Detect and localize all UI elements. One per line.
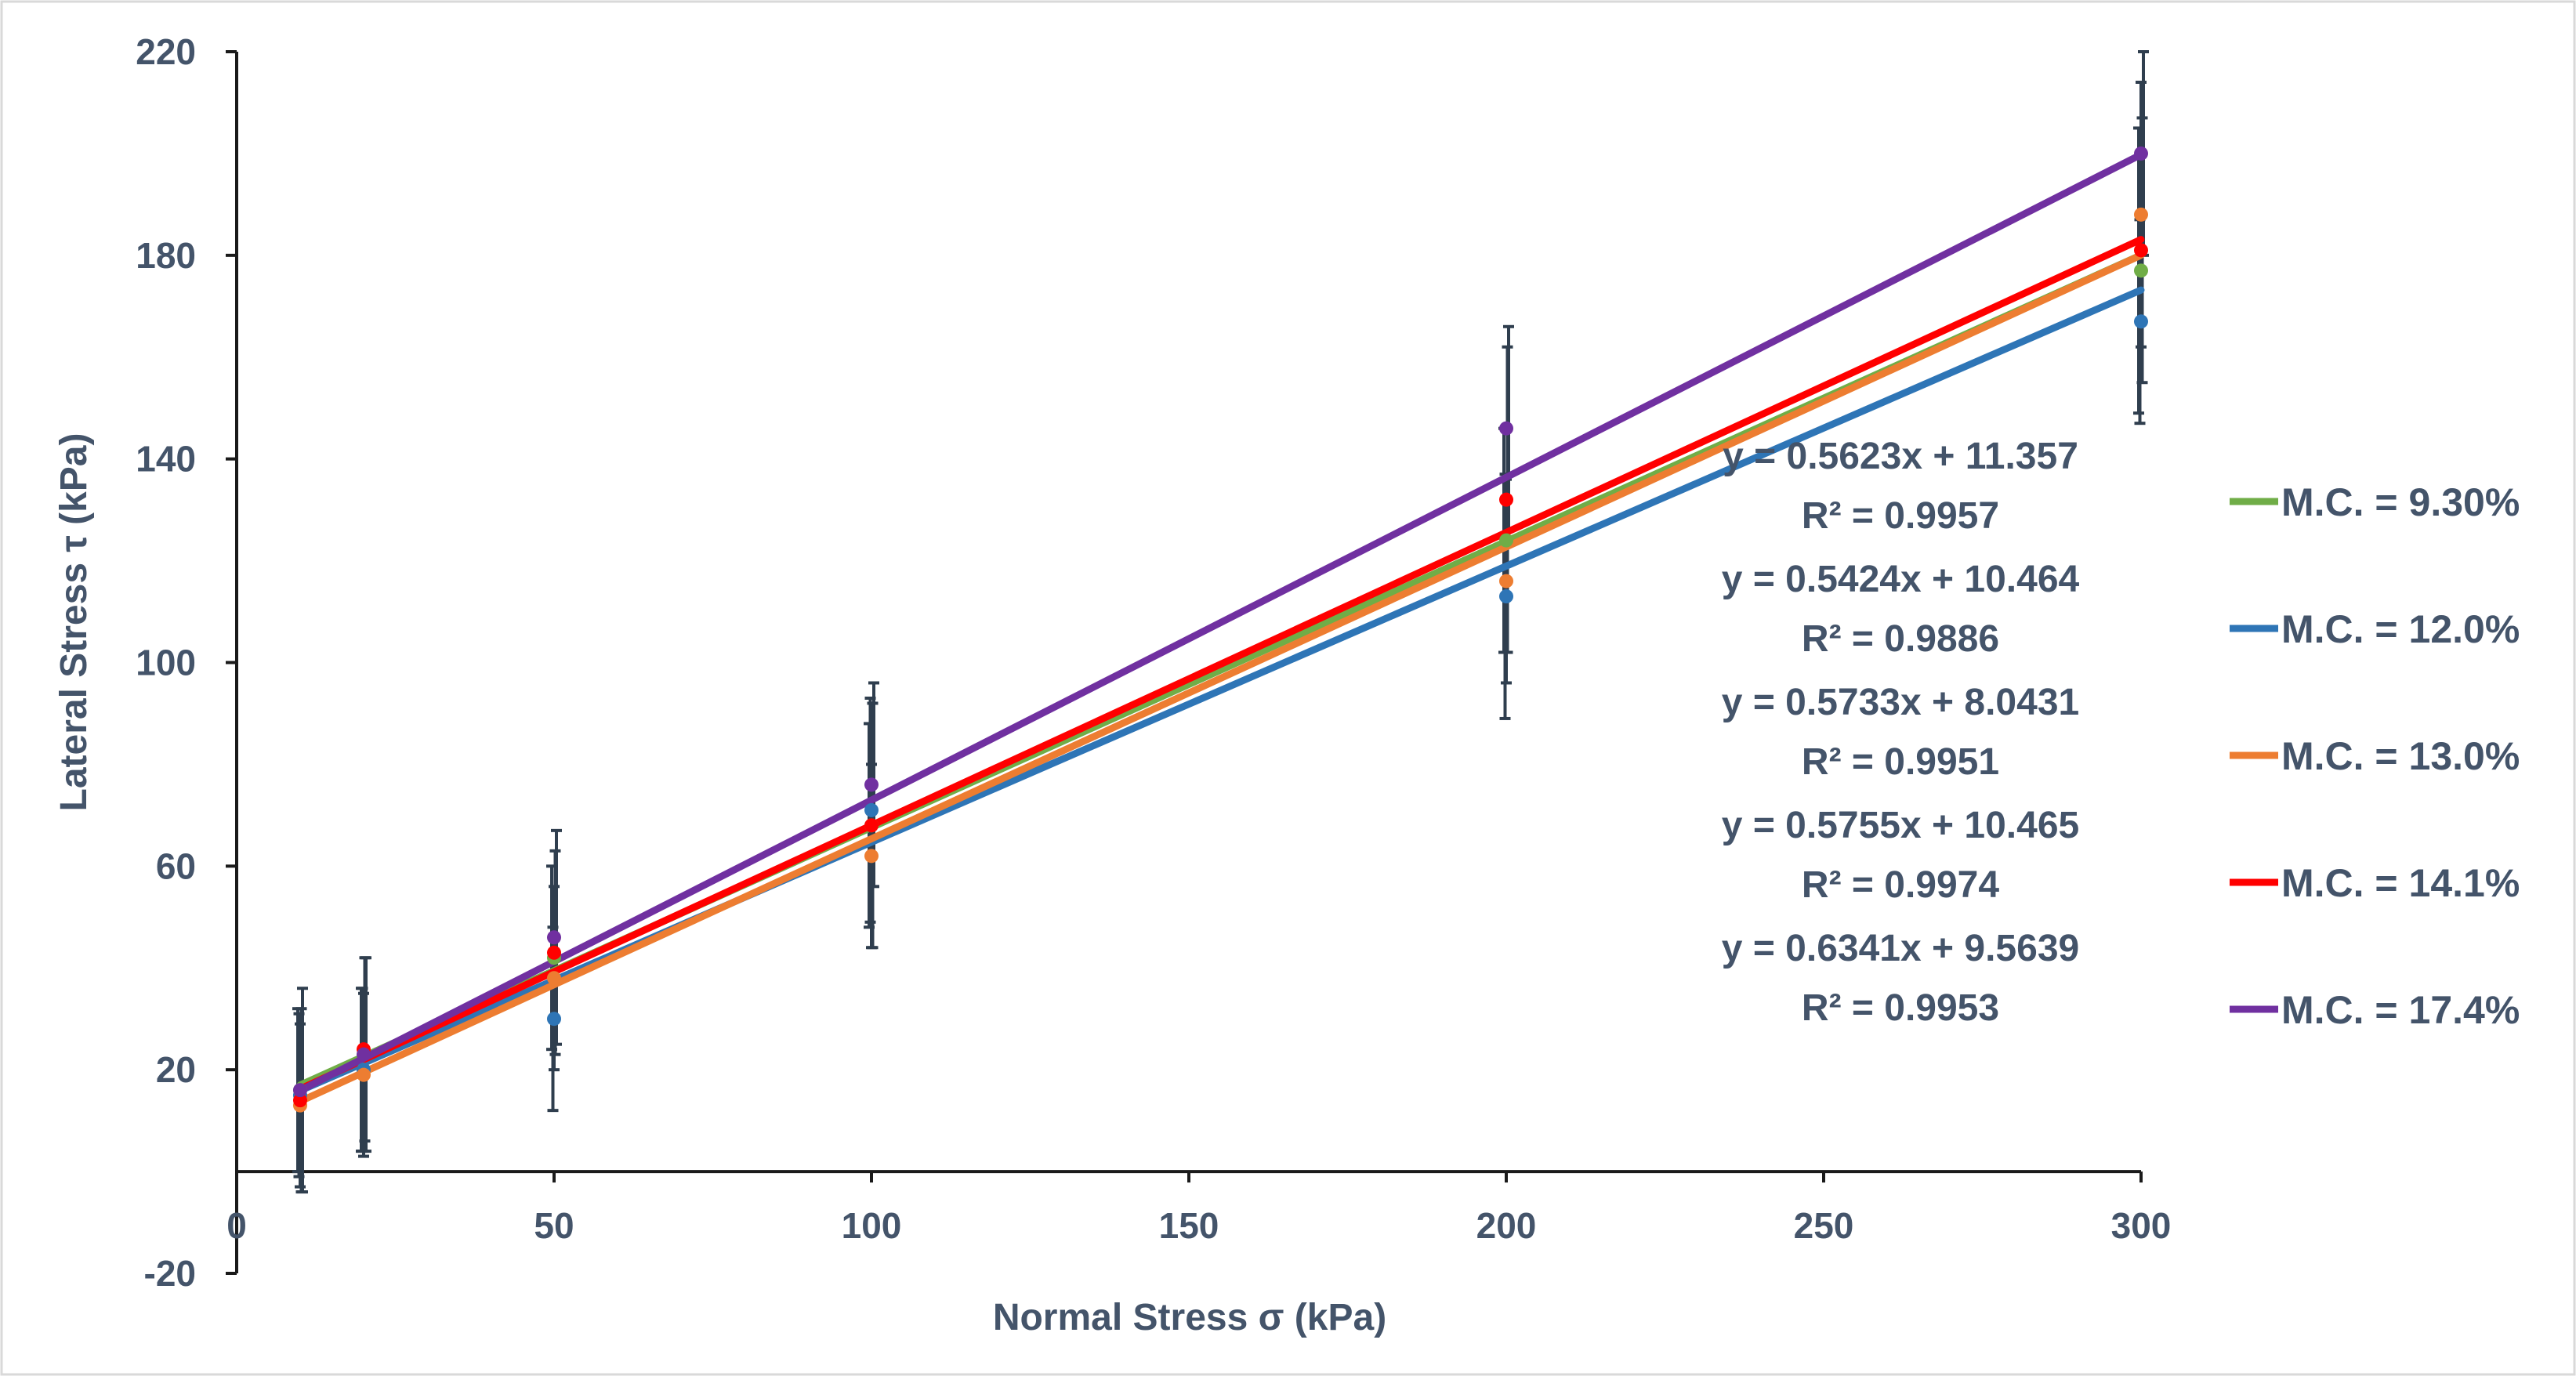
data-point [547,971,561,986]
legend: M.C. = 9.30% M.C. = 12.0% M.C. = 13.0% M.C.… [2230,480,2520,1032]
data-point [547,945,561,960]
data-point [357,1047,371,1062]
data-point [2134,146,2148,161]
y-tick-label: 60 [156,846,196,886]
data-point [293,1083,307,1098]
legend-label: M.C. = 14.1% [2281,861,2520,905]
x-tick-label: 50 [534,1205,574,1246]
y-tick-label: -20 [144,1253,196,1294]
legend-label: M.C. = 12.0% [2281,607,2520,651]
y-tick-label: 20 [156,1049,196,1090]
y-tick-label: 220 [136,31,196,72]
x-tick-label: 200 [1476,1205,1537,1246]
y-axis-title: Lateral Stress τ (kPa) [53,433,95,812]
x-tick-label: 250 [1794,1205,1854,1246]
trendline-equation: y = 0.5623x + 11.357 [1723,436,2078,477]
trendline-equation: y = 0.5424x + 10.464 [1722,559,2080,600]
data-point [864,849,879,864]
equations-group: y = 0.5623x + 11.357 R² = 0.9957 y = 0.542… [1722,436,2080,1029]
trendline-equation: y = 0.5733x + 8.0431 [1722,682,2079,723]
data-point [1499,492,1513,507]
trendline-equation: y = 0.6341x + 9.5639 [1722,928,2079,969]
data-point [2134,314,2148,329]
x-tick-label: 0 [226,1205,247,1246]
y-tick-label: 180 [136,235,196,276]
legend-label: M.C. = 17.4% [2281,988,2520,1032]
trendline-equation: y = 0.5755x + 10.465 [1722,805,2079,846]
data-point [1499,589,1513,604]
legend-label: M.C. = 13.0% [2281,734,2520,778]
x-axis-title: Normal Stress σ (kPa) [993,1297,1386,1338]
trendline-r-squared: R² = 0.9951 [1802,741,1999,783]
trendline [296,150,2145,1095]
data-point [864,818,879,833]
data-point [1499,533,1513,548]
y-tick-label: 140 [136,439,196,480]
data-point [293,1093,307,1108]
data-point [547,1012,561,1027]
trendline-r-squared: R² = 0.9953 [1802,987,1999,1029]
trendline-r-squared: R² = 0.9886 [1802,618,1999,660]
data-point [547,930,561,945]
legend-label: M.C. = 9.30% [2281,480,2520,524]
data-points-group [293,146,2148,1113]
axes-group: -20 20 60 100 140 180 220 0 50 100 150 200 250 300 [136,31,2171,1294]
data-point [864,802,879,817]
trendline [296,252,2145,1106]
trendline [296,236,2145,1093]
trendline-r-squared: R² = 0.9957 [1802,495,1999,537]
trendlines-group [296,150,2145,1106]
x-tick-label: 150 [1159,1205,1219,1246]
data-point [1499,574,1513,588]
data-point [864,777,879,792]
data-point [2134,263,2148,278]
data-point [2134,243,2148,258]
trendline-r-squared: R² = 0.9974 [1802,864,1999,906]
x-tick-label: 300 [2111,1205,2172,1246]
data-point [1499,421,1513,436]
x-tick-label: 100 [842,1205,902,1246]
data-point [2134,207,2148,222]
data-point [357,1067,371,1082]
y-tick-label: 100 [136,643,196,683]
